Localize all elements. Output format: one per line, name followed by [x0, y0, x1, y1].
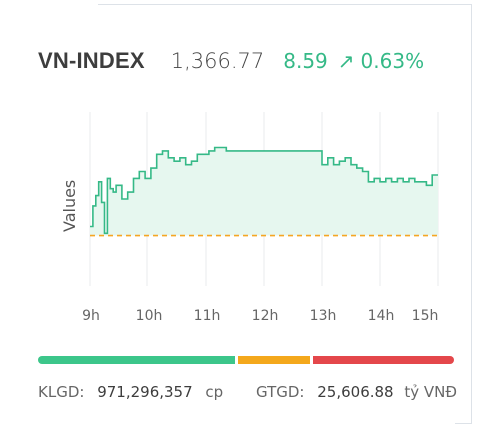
index-change: 8.59	[283, 49, 328, 73]
x-tick-label: 11h	[194, 308, 221, 324]
x-tick-label: 15h	[412, 308, 439, 324]
price-line	[90, 146, 438, 235]
klgd-value: 971,296,357	[97, 383, 193, 401]
x-tick-label: 10h	[136, 308, 163, 324]
index-header: VN-INDEX 1,366.77 8.59 ↗ 0.63%	[38, 48, 424, 82]
index-name[interactable]: VN-INDEX	[38, 48, 145, 73]
y-axis-label: Values	[60, 180, 79, 232]
card-border-bottom	[455, 423, 471, 424]
index-change-percent: 0.63%	[360, 49, 425, 73]
x-tick-label: 9h	[82, 308, 100, 324]
index-value: 1,366.77	[170, 49, 265, 73]
x-axis-ticks: 9h 10h 11h 12h 13h 14h 15h	[82, 308, 438, 324]
x-tick-label: 13h	[310, 308, 337, 324]
card-border-top	[98, 4, 472, 5]
breadth-bar-advancing	[38, 356, 235, 364]
gtgd-value: 25,606.88	[317, 383, 394, 401]
breadth-bar-declining	[313, 356, 454, 364]
price-area	[90, 147, 438, 236]
gtgd-unit: tỷ VNĐ	[404, 383, 458, 401]
klgd-unit: cp	[205, 383, 224, 401]
breadth-bar-unchanged	[238, 356, 310, 364]
gtgd-label: GTGD:	[255, 383, 305, 401]
trend-up-icon: ↗	[337, 49, 355, 73]
x-tick-label: 12h	[252, 308, 279, 324]
trading-stats: KLGD: 971,296,357 cp GTGD: 25,606.88 tỷ …	[38, 383, 457, 401]
intraday-chart[interactable]: Values 9h 10h 11h 12h 13h 14h 15h	[0, 100, 470, 330]
klgd-label: KLGD:	[38, 383, 85, 401]
market-index-card: VN-INDEX 1,366.77 8.59 ↗ 0.63% Values 9h…	[0, 4, 472, 424]
x-tick-label: 14h	[368, 308, 395, 324]
card-border-right	[471, 4, 472, 424]
